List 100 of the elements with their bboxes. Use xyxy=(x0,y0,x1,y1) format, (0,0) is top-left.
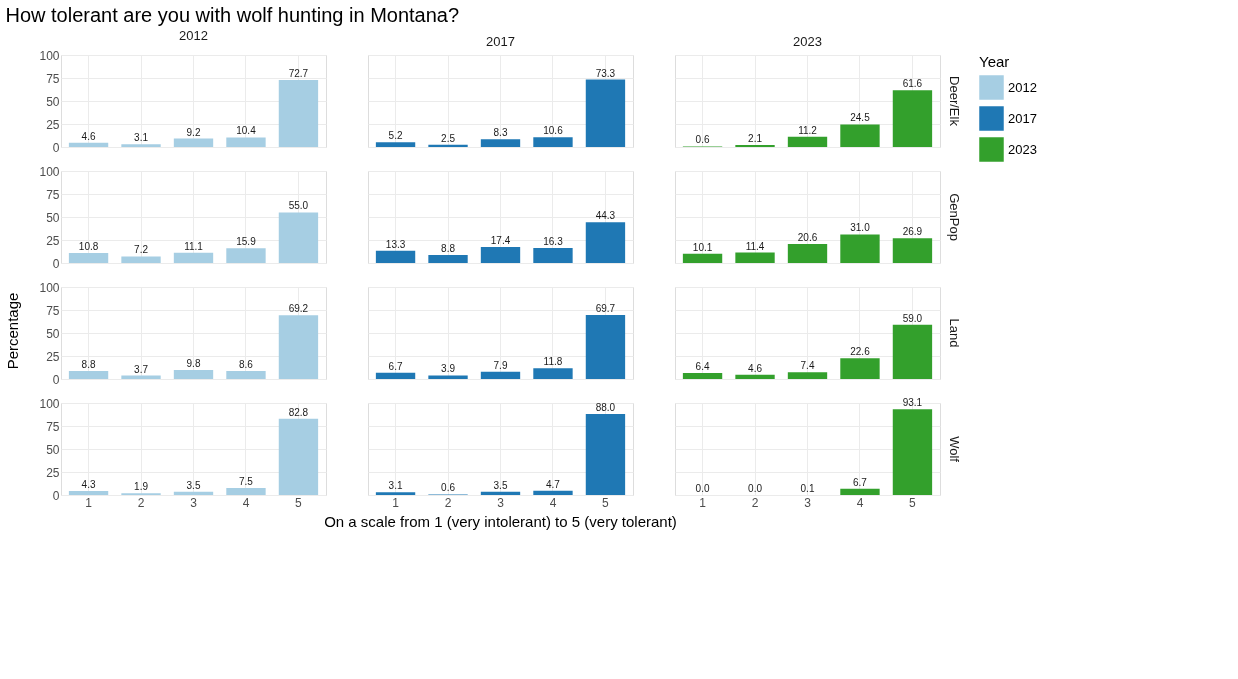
y-tick-label: 0 xyxy=(52,140,60,155)
data-label: 11.2 xyxy=(798,124,818,136)
bar xyxy=(787,244,828,263)
legend-label: 2012 xyxy=(1008,79,1037,95)
bar xyxy=(375,372,416,379)
data-label: 7.9 xyxy=(493,359,508,371)
y2-axis-title: Deer/Elk xyxy=(947,76,962,127)
y-tick-label: 75 xyxy=(46,71,60,86)
data-label: 10.4 xyxy=(236,125,257,137)
x-tick-label: 3 xyxy=(190,495,198,510)
text: 4.6 xyxy=(748,362,762,374)
text: 10.8 xyxy=(78,241,99,253)
text: 0.1 xyxy=(800,482,815,494)
bar xyxy=(173,369,214,379)
text: 88.0 xyxy=(595,402,616,414)
bar xyxy=(428,254,468,263)
bar xyxy=(585,79,626,147)
bar xyxy=(226,248,266,263)
text: 10.1 xyxy=(692,241,713,253)
bar xyxy=(68,142,109,147)
text: 93.1 xyxy=(902,397,923,409)
data-label: 5.2 xyxy=(388,130,403,142)
x-tick-label: 4 xyxy=(549,495,557,510)
y2-axis-title: GenPop xyxy=(947,193,962,241)
bar xyxy=(278,80,319,147)
data-label: 3.5 xyxy=(186,479,201,491)
text: 3.5 xyxy=(493,479,508,491)
y-tick-label: 25 xyxy=(46,233,60,248)
bar xyxy=(682,253,723,263)
bar xyxy=(682,373,723,379)
bar xyxy=(226,371,266,379)
chart-subtitle: 2023 xyxy=(793,34,822,49)
bar xyxy=(278,315,319,379)
data-label: 24.5 xyxy=(850,112,871,124)
bar xyxy=(787,136,828,147)
data-label: 9.8 xyxy=(186,357,201,369)
y2-axis-title: Wolf xyxy=(947,436,962,463)
chart-subtitle: 2012 xyxy=(179,28,208,43)
data-label: 2.5 xyxy=(441,132,456,144)
x-tick-label: 5 xyxy=(602,495,610,510)
legend-title: Year xyxy=(979,53,1010,70)
bar xyxy=(892,238,933,263)
bar xyxy=(735,252,775,263)
y-tick-label: 50 xyxy=(46,94,60,109)
bar xyxy=(840,234,880,263)
x-tick-label: 5 xyxy=(909,495,917,510)
y-tick-label: 25 xyxy=(46,465,60,480)
bar xyxy=(428,375,468,379)
data-label: 8.8 xyxy=(81,358,96,370)
bar xyxy=(121,375,161,379)
data-label: 1.9 xyxy=(134,481,149,493)
bar xyxy=(585,414,626,495)
y-tick-label: 25 xyxy=(46,117,60,132)
legend-label: 2023 xyxy=(1008,141,1037,157)
bar xyxy=(533,490,573,495)
text: 6.7 xyxy=(853,476,867,488)
y-tick-label: 75 xyxy=(46,187,60,202)
bar xyxy=(533,137,573,147)
bar xyxy=(68,253,109,263)
bar xyxy=(840,358,880,379)
x-tick-label: 5 xyxy=(295,495,303,510)
x-tick-label: 1 xyxy=(85,495,93,510)
bar xyxy=(533,368,573,379)
text: 0.0 xyxy=(748,483,762,494)
data-label: 3.7 xyxy=(134,363,149,375)
bar xyxy=(173,491,214,495)
bar xyxy=(585,314,626,379)
data-label: 69.7 xyxy=(595,302,616,314)
data-label: 7.5 xyxy=(239,476,254,488)
text: 7.4 xyxy=(800,360,815,372)
bar xyxy=(480,246,521,263)
data-label: 8.6 xyxy=(239,359,254,371)
bar xyxy=(892,324,933,379)
bar xyxy=(585,222,626,263)
y-tick-label: 25 xyxy=(46,349,60,364)
text: 0.6 xyxy=(441,482,455,494)
data-label: 10.6 xyxy=(543,125,564,137)
bar xyxy=(121,256,161,263)
data-label: 44.3 xyxy=(595,210,616,222)
text: 11.1 xyxy=(184,240,203,252)
data-label: 4.3 xyxy=(81,479,96,491)
bar xyxy=(375,250,416,263)
text: 31.0 xyxy=(850,222,870,234)
x-tick-label: 1 xyxy=(392,495,400,510)
text: 11.4 xyxy=(745,240,765,252)
x-tick-label: 2 xyxy=(444,495,452,510)
text: 22.6 xyxy=(850,346,870,358)
data-label: 61.6 xyxy=(902,78,923,90)
bar xyxy=(480,371,521,379)
data-label: 72.7 xyxy=(288,68,309,80)
data-label: 3.9 xyxy=(441,363,456,375)
text: 55.0 xyxy=(288,200,309,212)
bar xyxy=(480,139,521,147)
data-label: 82.8 xyxy=(288,406,309,418)
bar xyxy=(278,418,319,495)
x-tick-label: 2 xyxy=(751,495,759,510)
y-tick-label: 0 xyxy=(52,256,60,271)
bar xyxy=(68,370,109,379)
bar xyxy=(480,491,521,495)
text: 7.2 xyxy=(134,244,148,256)
